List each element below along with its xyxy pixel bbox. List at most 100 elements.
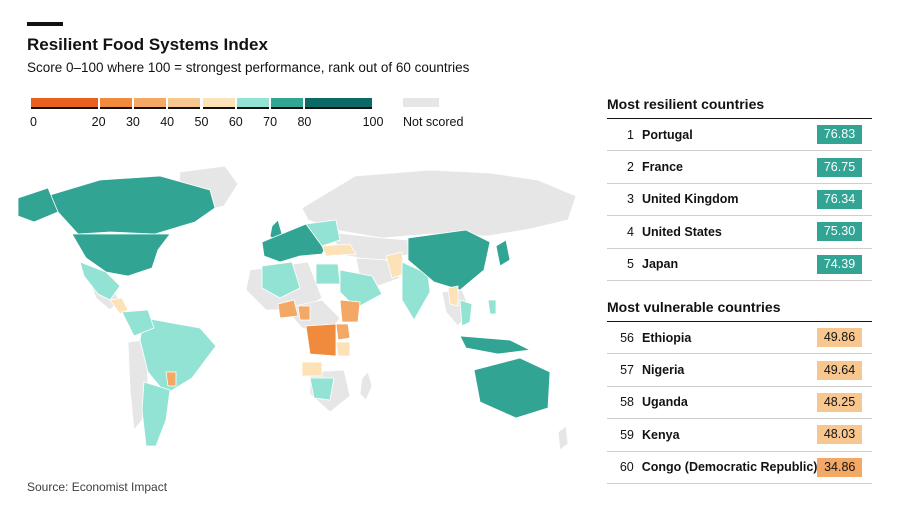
rank-number: 2 [627, 160, 634, 175]
table-row: 3 United Kingdom 76.34 [607, 184, 872, 217]
most-resilient-title: Most resilient countries [607, 96, 872, 119]
score-badge: 48.03 [817, 425, 862, 445]
tanzania-shape [335, 341, 351, 357]
southeast-asia-shape [459, 299, 473, 327]
legend-swatch [271, 98, 304, 109]
legend-tick-label: 60 [228, 115, 243, 129]
country-name: Nigeria [642, 363, 685, 378]
uganda-kenya-shape [335, 323, 351, 341]
most-resilient-rows: 1 Portugal 76.83 2 France 76.75 3 United Kingdo… [607, 119, 872, 281]
zambia-shape [301, 361, 323, 377]
ethiopia-shape [339, 299, 361, 323]
chart-title: Resilient Food Systems Index [27, 35, 268, 54]
argentina-shape [141, 381, 171, 447]
legend-swatch [133, 98, 167, 109]
rank-number: 5 [627, 257, 634, 272]
nigeria-shape [297, 305, 311, 321]
japan-shape [495, 239, 511, 267]
score-badge: 34.86 [817, 457, 862, 477]
country-name: France [642, 160, 683, 175]
table-row: 5 Japan 74.39 [607, 249, 872, 281]
turkey-shape [321, 243, 357, 257]
legend-tick-label: 20 [91, 115, 106, 129]
legend-tick-label: 30 [125, 115, 140, 129]
rank-number: 58 [620, 395, 634, 410]
indonesia-shape [459, 335, 532, 355]
score-badge: 74.39 [817, 254, 862, 274]
table-row: 1 Portugal 76.83 [607, 119, 872, 152]
central-america-shape [109, 297, 129, 315]
legend-tick-label: 100 [362, 115, 384, 129]
rank-number: 3 [627, 192, 634, 207]
score-badge: 49.64 [817, 360, 862, 380]
most-vulnerable-title: Most vulnerable countries [607, 299, 872, 322]
canada-shape [49, 175, 216, 235]
country-name: United Kingdom [642, 192, 739, 207]
legend-swatch [31, 98, 98, 109]
table-row: 56 Ethiopia 49.86 [607, 322, 872, 355]
table-row: 58 Uganda 48.25 [607, 387, 872, 420]
country-name: United States [642, 224, 722, 239]
eastern-europe-shape [305, 219, 341, 247]
most-resilient-table: Most resilient countries 1 Portugal 76.83 2… [607, 96, 872, 281]
legend-tick-label: 40 [160, 115, 175, 129]
algeria-shape [261, 261, 301, 299]
source-note: Source: Economist Impact [27, 480, 168, 494]
country-name: Portugal [642, 127, 693, 142]
madagascar-shape [359, 371, 373, 401]
rank-number: 59 [620, 427, 634, 442]
legend-swatch [305, 98, 372, 109]
score-badge: 75.30 [817, 222, 862, 242]
chart-subtitle: Score 0–100 where 100 = strongest perfor… [27, 60, 470, 75]
most-vulnerable-table: Most vulnerable countries 56 Ethiopia 49.8… [607, 299, 872, 484]
united-states-shape [71, 233, 171, 277]
country-name: Kenya [642, 427, 680, 442]
rank-number: 60 [619, 460, 634, 475]
score-badge: 76.34 [817, 189, 862, 209]
legend: Not scored 0 20 30 40 50 60 70 80 100 [30, 98, 463, 132]
mali-niger-shape [277, 299, 299, 319]
rank-number: 57 [620, 363, 634, 378]
rank-number: 4 [627, 224, 634, 239]
world-map [17, 165, 577, 451]
legend-swatch [236, 98, 270, 109]
legend-tick-label: 80 [297, 115, 312, 129]
northern-eurasia-shape [301, 169, 577, 239]
country-name: Japan [642, 257, 679, 272]
most-vulnerable-rows: 56 Ethiopia 49.86 57 Nigeria 49.64 58 Uganda 48.… [607, 322, 872, 484]
myanmar-shape [447, 285, 459, 307]
legend-tick-label: 70 [263, 115, 278, 129]
legend-swatch [202, 98, 235, 109]
new-zealand-shape [557, 425, 569, 451]
table-row: 2 France 76.75 [607, 151, 872, 184]
south-africa-shape [309, 377, 335, 401]
australia-shape [473, 357, 551, 419]
legend-swatch [99, 98, 132, 109]
table-row: 60 Congo (Democratic Republic) 34.86 [607, 452, 872, 484]
score-badge: 49.86 [817, 328, 862, 348]
table-row: 57 Nigeria 49.64 [607, 354, 872, 387]
drc-shape [305, 323, 337, 357]
score-badge: 76.75 [817, 157, 862, 177]
table-row: 4 United States 75.30 [607, 216, 872, 249]
egypt-shape [315, 263, 341, 285]
legend-tick-label: 0 [30, 115, 37, 129]
alaska-shape [17, 187, 59, 223]
rank-number: 1 [627, 127, 634, 142]
legend-tick-label: 50 [194, 115, 209, 129]
legend-swatch [168, 98, 201, 109]
brazil-shape [139, 317, 217, 395]
china-shape [407, 229, 491, 291]
score-badge: 48.25 [817, 392, 862, 412]
top-rule [27, 22, 63, 26]
country-name: Ethiopia [642, 330, 692, 345]
colombia-shape [121, 309, 155, 337]
score-badge: 76.83 [817, 125, 862, 145]
country-name: Congo (Democratic Republic) [641, 460, 818, 475]
rank-number: 56 [620, 330, 634, 345]
legend-not-scored-label: Not scored [403, 115, 464, 129]
saudi-arabia-shape [339, 269, 383, 309]
country-name: Uganda [642, 395, 688, 410]
legend-not-scored-swatch [403, 98, 439, 107]
paraguay-shape [165, 371, 177, 387]
